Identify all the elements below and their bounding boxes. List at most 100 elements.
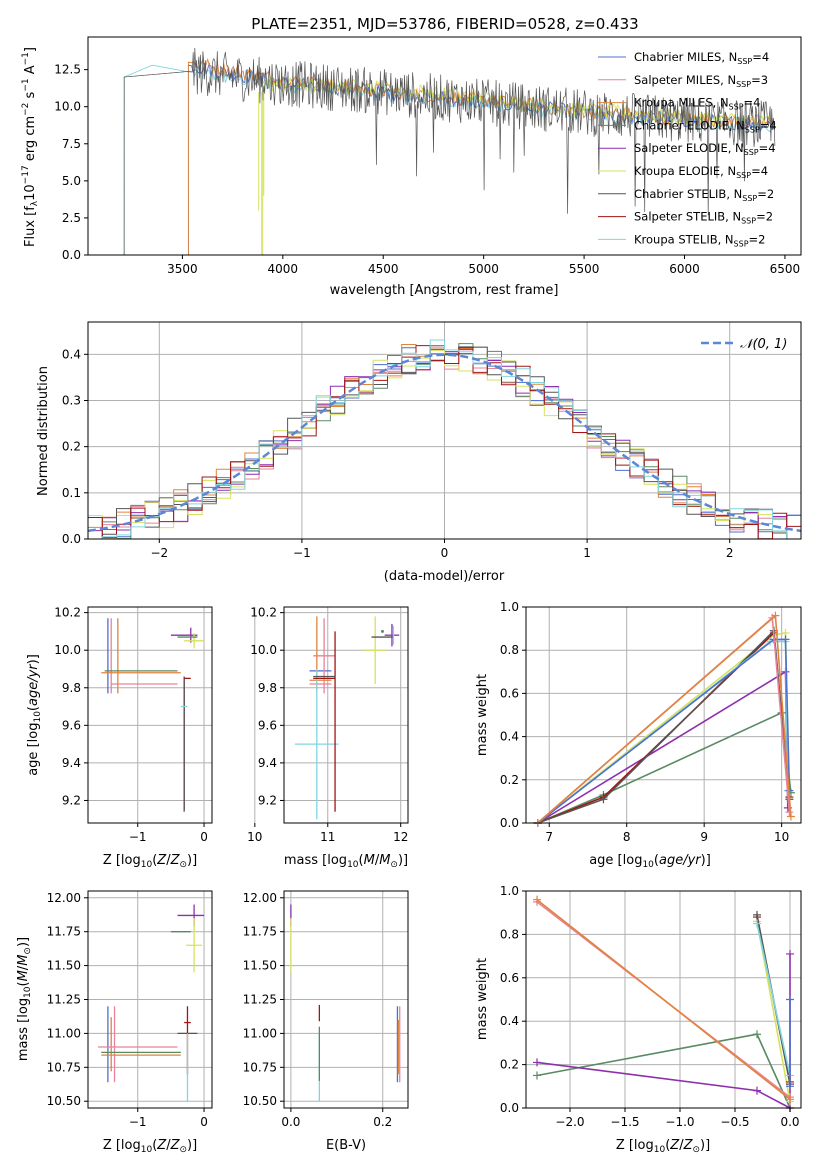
data-point [380, 629, 384, 633]
legend-label-value: =3 [751, 73, 768, 87]
x-tick-label: 10 [247, 830, 262, 844]
mass-vs-ebv-xlabel: E(B-V) [326, 1138, 366, 1153]
spectrum-xlabel: wavelength [Angstrom, rest frame] [330, 283, 559, 298]
x-tick-label: −2.0 [555, 1115, 584, 1129]
mass-vs-ebv-grid [284, 891, 408, 1108]
legend-label-name: Salpeter ELODIE, N [634, 141, 744, 155]
x-tick-label: 2 [726, 546, 734, 560]
x-tick-label: 0.2 [373, 1115, 392, 1129]
legend-label-sub: SSP [734, 239, 749, 248]
x-tick-label: 9 [700, 830, 708, 844]
legend-label: Kroupa STELIB, NSSP=2 [634, 232, 765, 248]
age-vs-z-xlabel: Z [log10(Z/Z⊙)] [103, 853, 197, 870]
x-tick-label: 6000 [669, 262, 700, 276]
y-tick-label: 0.4 [62, 347, 81, 361]
x-tick-label: −0.5 [720, 1115, 749, 1129]
age-vs-mass-panel: 10 11 12 9.2 9.4 9.6 9.8 10.0 10.2 mass [log10(M… [247, 606, 409, 870]
x-tick-label: −1.5 [610, 1115, 639, 1129]
mass-vs-z-ticks: −1 0 10.50 10.75 11.00 11.25 11.50 11.75 12.00 [47, 891, 208, 1129]
y-tick-label: 11.75 [47, 925, 81, 939]
legend-label: Chabrier ELODIE, NSSP=4 [634, 118, 777, 134]
y-tick-label: 10.2 [250, 606, 277, 620]
legend-label-name: Salpeter STELIB, N [634, 210, 741, 224]
y-tick-label: 12.00 [47, 891, 81, 905]
plus-marker [786, 949, 794, 958]
spectrum-line-kroupa-elodie [262, 76, 774, 255]
legend-label-name: Chabrier STELIB, N [634, 187, 742, 201]
figure-title: PLATE=2351, MJD=53786, FIBERID=0528, z=0… [251, 15, 638, 33]
plus-marker [753, 919, 761, 928]
plus-marker [599, 795, 608, 804]
legend-label: Kroupa ELODIE, NSSP=4 [634, 164, 768, 180]
spectrum-line-chabrier-miles [187, 62, 776, 255]
x-tick-label: 0 [200, 830, 208, 844]
massweight-vs-z-ylabel: mass weight [475, 958, 490, 1040]
massweight-vs-z-lines [533, 895, 794, 1112]
legend-label: Salpeter STELIB, NSSP=2 [634, 210, 773, 226]
legend-label-sub: SSP [736, 80, 751, 89]
y-tick-label: 0.1 [62, 486, 81, 500]
legend-label-value: =2 [757, 187, 774, 201]
legend-label: 𝒩(0, 1) [740, 337, 787, 352]
x-tick-label: −1 [129, 1115, 147, 1129]
legend-label-sub: SSP [745, 125, 760, 134]
x-tick-label: 0 [200, 1115, 208, 1129]
plus-marker [771, 611, 780, 620]
mass-vs-ebv-panel: 0.0 0.2 10.50 10.75 11.00 11.25 11.50 11.75 12.0… [243, 890, 409, 1153]
y-tick-label: 10.0 [54, 643, 81, 657]
legend-label-sub: SSP [729, 103, 744, 112]
y-tick-label: 0.2 [62, 440, 81, 454]
legend-label: Salpeter MILES, NSSP=3 [634, 73, 768, 89]
legend-label-value: =4 [752, 50, 769, 64]
legend-label-name: Kroupa MILES, N [634, 96, 729, 110]
y-tick-label: 9.2 [258, 793, 277, 807]
spectrum-line-kroupa-stelib [123, 64, 776, 255]
x-tick-label: 4500 [368, 262, 399, 276]
x-tick-label: 7 [545, 830, 553, 844]
x-tick-label: 8 [623, 830, 631, 844]
y-tick-label: 0.3 [62, 393, 81, 407]
y-tick-label: 11.00 [47, 1026, 81, 1040]
line-kroupa-stelib [537, 640, 789, 824]
age-vs-z-points [101, 618, 205, 812]
line-kroupa-stelib [756, 923, 791, 1076]
y-tick-label: 0.2 [500, 1058, 519, 1072]
y-tick-label: 10.0 [250, 643, 277, 657]
plus-marker [533, 1071, 541, 1080]
legend-label-value: =4 [760, 118, 777, 132]
spectrum-ticks: 3500 4000 4500 5000 5500 6000 6500 0.0 2.5 5.0 7.5… [54, 63, 800, 276]
y-tick-label: 10.0 [54, 100, 81, 114]
mass-vs-ebv-points [290, 904, 401, 1102]
legend-label-sub: SSP [744, 148, 759, 157]
line-salpeter-elodie [536, 953, 791, 1110]
legend-label: Chabrier STELIB, NSSP=2 [634, 187, 774, 203]
y-tick-label: 11.00 [243, 1026, 277, 1040]
x-tick-label: 3500 [167, 262, 198, 276]
massweight-vs-z-frame [525, 890, 802, 1109]
mass-vs-z-grid [88, 891, 212, 1108]
spectrum-frame [87, 36, 802, 256]
y-tick-label: 9.6 [62, 718, 81, 732]
x-tick-label: 10 [774, 830, 789, 844]
x-tick-label: 4000 [268, 262, 299, 276]
legend-label-sub: SSP [742, 194, 757, 203]
legend-label-name: Chabrier ELODIE, N [634, 118, 745, 132]
legend-label-value: =2 [756, 210, 773, 224]
residuals-panel: 𝒩(0, 1) −2 −1 0 1 2 0.0 0.1 0.2 0.3 0.4 (data-mod… [36, 321, 802, 584]
legend-label-sub: SSP [736, 171, 751, 180]
massweight-vs-age-grid [526, 606, 801, 824]
legend-label-name: Kroupa STELIB, N [634, 232, 734, 246]
x-tick-label: −1.0 [665, 1115, 694, 1129]
legend-label-value: =4 [744, 96, 761, 110]
x-tick-label: 1 [583, 546, 591, 560]
plus-marker [533, 895, 541, 904]
x-tick-label: 11 [320, 830, 335, 844]
y-tick-label: 7.5 [62, 137, 81, 151]
spectrum-lines [123, 47, 776, 255]
mass-vs-ebv-ticks: 0.0 0.2 10.50 10.75 11.00 11.25 11.50 11.75 12.0… [243, 891, 393, 1129]
y-tick-label: 0.0 [62, 248, 81, 262]
x-tick-label: −1 [293, 546, 311, 560]
